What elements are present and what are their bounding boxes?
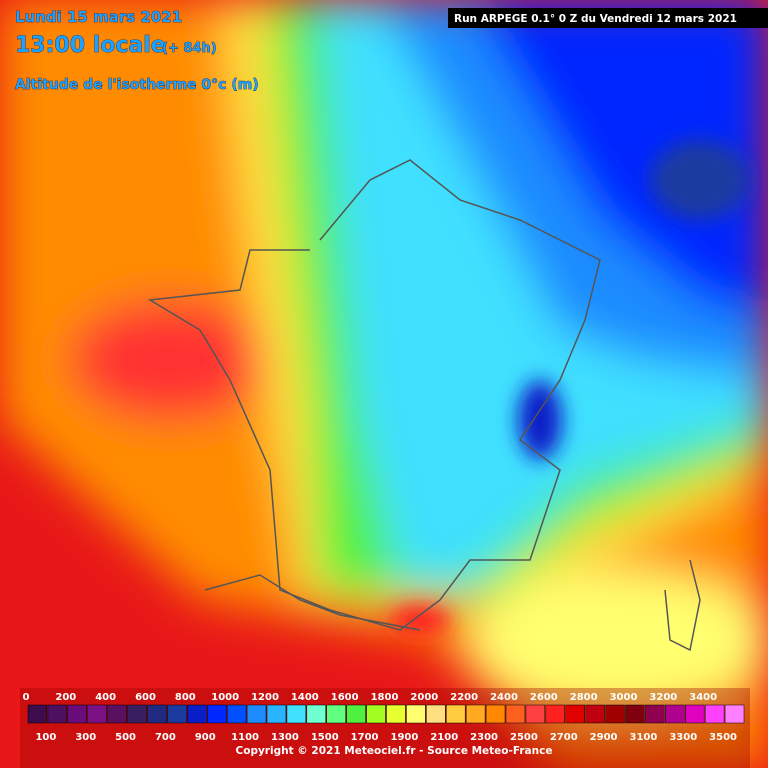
swatch [306, 704, 327, 724]
level-label: 2800 [570, 692, 598, 703]
level-label: 1300 [271, 732, 299, 743]
level-label: 2700 [550, 732, 578, 743]
level-label: 600 [135, 692, 156, 703]
level-label: 100 [35, 732, 56, 743]
swatch [67, 704, 88, 724]
time: 13:00 locale [15, 33, 166, 58]
level-label: 1500 [311, 732, 339, 743]
swatch [625, 704, 645, 724]
level-label: 300 [75, 732, 96, 743]
swatch [704, 704, 725, 724]
level-label: 2000 [410, 692, 438, 703]
level-label: 3100 [629, 732, 657, 743]
swatch [585, 704, 605, 724]
level-label: 200 [55, 692, 76, 703]
level-label: 700 [155, 732, 176, 743]
level-label: 1600 [331, 692, 359, 703]
run: Run ARPEGE 0.1° 0 Z du Vendredi 12 mars … [454, 13, 737, 25]
level-label: 0 [23, 692, 30, 703]
swatch [326, 704, 346, 724]
date: Lundi 15 mars 2021 [15, 8, 182, 26]
level-label: 900 [195, 732, 216, 743]
swatch [645, 704, 665, 724]
swatch [246, 704, 267, 724]
level-label: 1100 [231, 732, 259, 743]
level-label: 1400 [291, 692, 319, 703]
level-label: 500 [115, 732, 136, 743]
level-label: 2500 [510, 732, 538, 743]
swatch [685, 704, 705, 724]
swatch [724, 704, 745, 724]
level-label: 2200 [450, 692, 478, 703]
swatch [525, 704, 546, 724]
swatch [366, 704, 386, 724]
level-label: 3300 [669, 732, 697, 743]
copyright: Copyright © 2021 Meteociel.fr - Source M… [236, 745, 553, 757]
level-label: 2100 [430, 732, 458, 743]
level-label: 2900 [590, 732, 618, 743]
swatch [27, 704, 48, 724]
legend-bg [20, 688, 750, 768]
level-label: 2300 [470, 732, 498, 743]
swatch [565, 704, 585, 724]
lead: (+ 84h) [162, 41, 217, 56]
swatch [426, 704, 446, 724]
swatch [545, 704, 565, 724]
swatch [47, 704, 68, 724]
level-label: 3500 [709, 732, 737, 743]
level-label: 800 [175, 692, 196, 703]
swatch [266, 704, 287, 724]
swatch [386, 704, 406, 724]
borders [147, 159, 701, 652]
colorbar: 0 100 200 300 400 500 600 700 800 900 1000 1100 1200… [23, 692, 745, 743]
swatch [147, 704, 167, 724]
swatch [605, 704, 625, 724]
swatch [465, 704, 486, 724]
level-label: 3200 [649, 692, 677, 703]
level-label: 2400 [490, 692, 518, 703]
swatch [485, 704, 506, 724]
variable: Altitude de l'isotherme 0°c (m) [15, 77, 259, 93]
level-label: 3000 [610, 692, 638, 703]
swatch [446, 704, 466, 724]
swatch [406, 704, 426, 724]
swatch [87, 704, 107, 724]
level-label: 1700 [351, 732, 379, 743]
level-label: 3400 [689, 692, 717, 703]
level-label: 400 [95, 692, 116, 703]
swatch [187, 704, 207, 724]
level-label: 1000 [211, 692, 239, 703]
run-box [448, 8, 768, 28]
level-label: 1200 [251, 692, 279, 703]
level-label: 2600 [530, 692, 558, 703]
level-label: 1900 [390, 732, 418, 743]
swatch [286, 704, 307, 724]
swatch [505, 704, 526, 724]
swatch [167, 704, 187, 724]
swatch [107, 704, 127, 724]
swatch [127, 704, 147, 724]
swatch [207, 704, 227, 724]
swatch [226, 704, 247, 724]
swatch [346, 704, 366, 724]
level-label: 1800 [371, 692, 399, 703]
swatch [665, 704, 685, 724]
